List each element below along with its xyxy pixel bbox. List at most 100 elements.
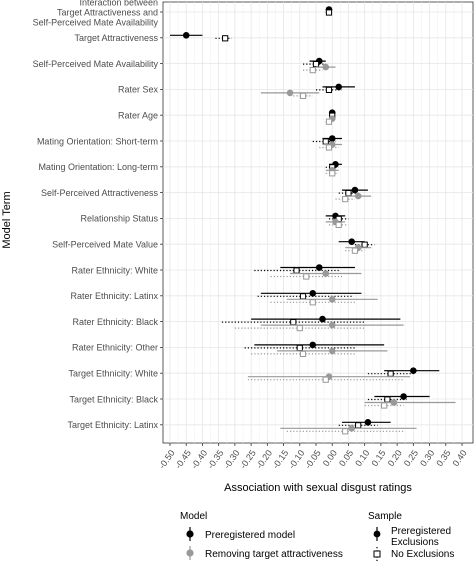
point-preregistered-exclusions — [328, 321, 336, 329]
point-preregistered-exclusions — [328, 347, 336, 355]
legend-label-preregistered-exclusions-line1: Preregistered — [391, 526, 451, 537]
point-no-exclusions — [325, 118, 333, 125]
point-preregistered-exclusions — [322, 63, 330, 71]
x-tick-label: -0.30 — [222, 448, 242, 471]
x-tick-label: 0.25 — [402, 448, 420, 468]
y-tick-label-line: Target Ethnicity: Black — [69, 394, 158, 404]
point-no-exclusions — [345, 190, 352, 197]
y-axis-title: Model Term — [1, 191, 13, 248]
point-preregistered-exclusions — [364, 419, 372, 426]
x-tick-label: 0.30 — [418, 448, 436, 468]
x-tick-label: -0.40 — [189, 448, 209, 471]
y-tick-label-line: Mating Orientation: Long-term — [38, 162, 158, 172]
point-no-exclusions — [299, 350, 307, 357]
y-tick-label: Target Ethnicity: Black — [69, 394, 158, 404]
point-preregistered-exclusions — [319, 315, 326, 323]
x-tick-label: 0.35 — [434, 448, 452, 468]
x-tick-label: -0.45 — [173, 448, 193, 471]
point-no-exclusions — [296, 344, 303, 351]
y-tick-label: Rater Ethnicity: Black — [72, 317, 158, 327]
x-tick-label: 0.15 — [369, 448, 387, 468]
point-no-exclusions — [387, 370, 394, 377]
x-tick-label: -0.15 — [270, 448, 290, 471]
y-tick-label: Rater Age — [118, 111, 158, 121]
y-tick-label: Mating Orientation: Long-term — [38, 162, 158, 172]
point-preregistered-exclusions — [348, 425, 355, 432]
point-preregistered-exclusions — [328, 296, 336, 303]
point-no-exclusions — [290, 319, 297, 326]
point-no-exclusions — [361, 241, 368, 248]
point-no-exclusions — [351, 247, 359, 254]
point-no-exclusions — [355, 422, 362, 429]
x-tick-label: 0.05 — [337, 448, 355, 468]
x-axis-title: Association with sexual disgust ratings — [224, 482, 412, 494]
x-axis: -0.50-0.45-0.40-0.35-0.30-0.25-0.20-0.15… — [157, 443, 469, 471]
legend-grey-dot — [186, 549, 194, 557]
point-no-exclusions — [312, 61, 320, 68]
point-preregistered-exclusions — [348, 238, 355, 245]
point-preregistered-exclusions — [315, 264, 323, 271]
point-preregistered-exclusions — [328, 135, 336, 142]
point-preregistered-exclusions — [390, 399, 398, 406]
y-tick-label: Rater Ethnicity: Other — [72, 343, 158, 353]
y-tick-label: Self-Perceived Mate Availability — [33, 59, 159, 69]
point-no-exclusions — [325, 86, 333, 94]
point-preregistered-exclusions — [410, 367, 417, 375]
legend-item-removing-target-attractiveness: Removing target attractiveness — [186, 546, 343, 560]
point-preregistered-exclusions — [182, 32, 190, 39]
y-tick-label: Mating Orientation: Short-term — [37, 136, 158, 146]
y-tick-label: Target Ethnicity: White — [68, 369, 158, 379]
legend-item-preregistered-model: Preregistered model — [186, 527, 295, 541]
point-preregistered-exclusions — [354, 192, 362, 200]
point-preregistered-exclusions — [286, 89, 294, 97]
point-preregistered-exclusions — [309, 290, 317, 297]
y-tick-label-line: Rater Ethnicity: White — [71, 265, 158, 275]
point-no-exclusions — [325, 9, 333, 16]
point-preregistered-exclusions — [400, 393, 407, 400]
legend: Model Preregistered model Removing targe… — [180, 511, 454, 561]
point-no-exclusions — [299, 293, 307, 300]
y-tick-label: Target Attractiveness — [74, 33, 158, 43]
y-tick-label-line: Relationship Status — [80, 214, 158, 224]
y-tick-label-line: Self-Perceived Mate Availability — [33, 17, 159, 27]
y-tick-label: Interaction between Target Attractiveness… — [33, 0, 159, 27]
y-tick-label-line: Target Attractiveness — [74, 33, 158, 43]
legend-label-preregistered-model: Preregistered model — [205, 530, 295, 541]
point-no-exclusions — [322, 376, 329, 383]
y-tick-label: Rater Ethnicity: White — [71, 265, 158, 275]
point-no-exclusions — [342, 428, 349, 435]
y-tick-label: Rater Sex — [118, 85, 159, 95]
x-tick-label: -0.05 — [303, 448, 323, 471]
point-no-exclusions — [296, 325, 303, 332]
legend-item-no-exclusions: No Exclusions — [373, 547, 454, 561]
x-tick-label: 0.10 — [353, 448, 371, 468]
point-no-exclusions — [222, 35, 229, 42]
point-no-exclusions — [342, 196, 349, 203]
point-no-exclusions — [325, 144, 333, 151]
point-no-exclusions — [329, 170, 336, 177]
y-tick-label-line: Self-Perceived Attractiveness — [41, 188, 159, 198]
y-tick-label-line: Rater Ethnicity: Black — [72, 317, 158, 327]
point-no-exclusions — [293, 267, 300, 274]
legend-solid-dot — [373, 530, 381, 538]
x-tick-label: 0.40 — [451, 448, 469, 468]
y-axis: Interaction between Target Attractiveness… — [33, 0, 163, 430]
y-tick-label: Rater Ethnicity: Latinx — [70, 291, 158, 301]
y-tick-label: Self-Perceived Mate Value — [52, 240, 158, 250]
legend-label-no-exclusions: No Exclusions — [391, 549, 454, 560]
point-preregistered-exclusions — [322, 270, 330, 277]
legend-model-title: Model — [180, 511, 207, 522]
legend-item-preregistered-exclusions: Preregistered Exclusions — [373, 526, 451, 548]
y-tick-label-line: Target Ethnicity: White — [68, 369, 158, 379]
y-tick-label-line: Target Ethnicity: Latinx — [67, 420, 158, 430]
data-marks — [169, 6, 456, 435]
y-tick-label-line: Target Attractiveness and — [57, 7, 158, 17]
point-no-exclusions — [384, 396, 391, 403]
y-tick-label-line: Rater Sex — [118, 85, 159, 95]
point-no-exclusions — [309, 67, 316, 74]
y-tick-label-line: Interaction between — [79, 0, 158, 7]
point-preregistered-exclusions — [351, 186, 359, 194]
point-no-exclusions — [322, 138, 329, 145]
y-tick-label: Target Ethnicity: Latinx — [67, 420, 158, 430]
